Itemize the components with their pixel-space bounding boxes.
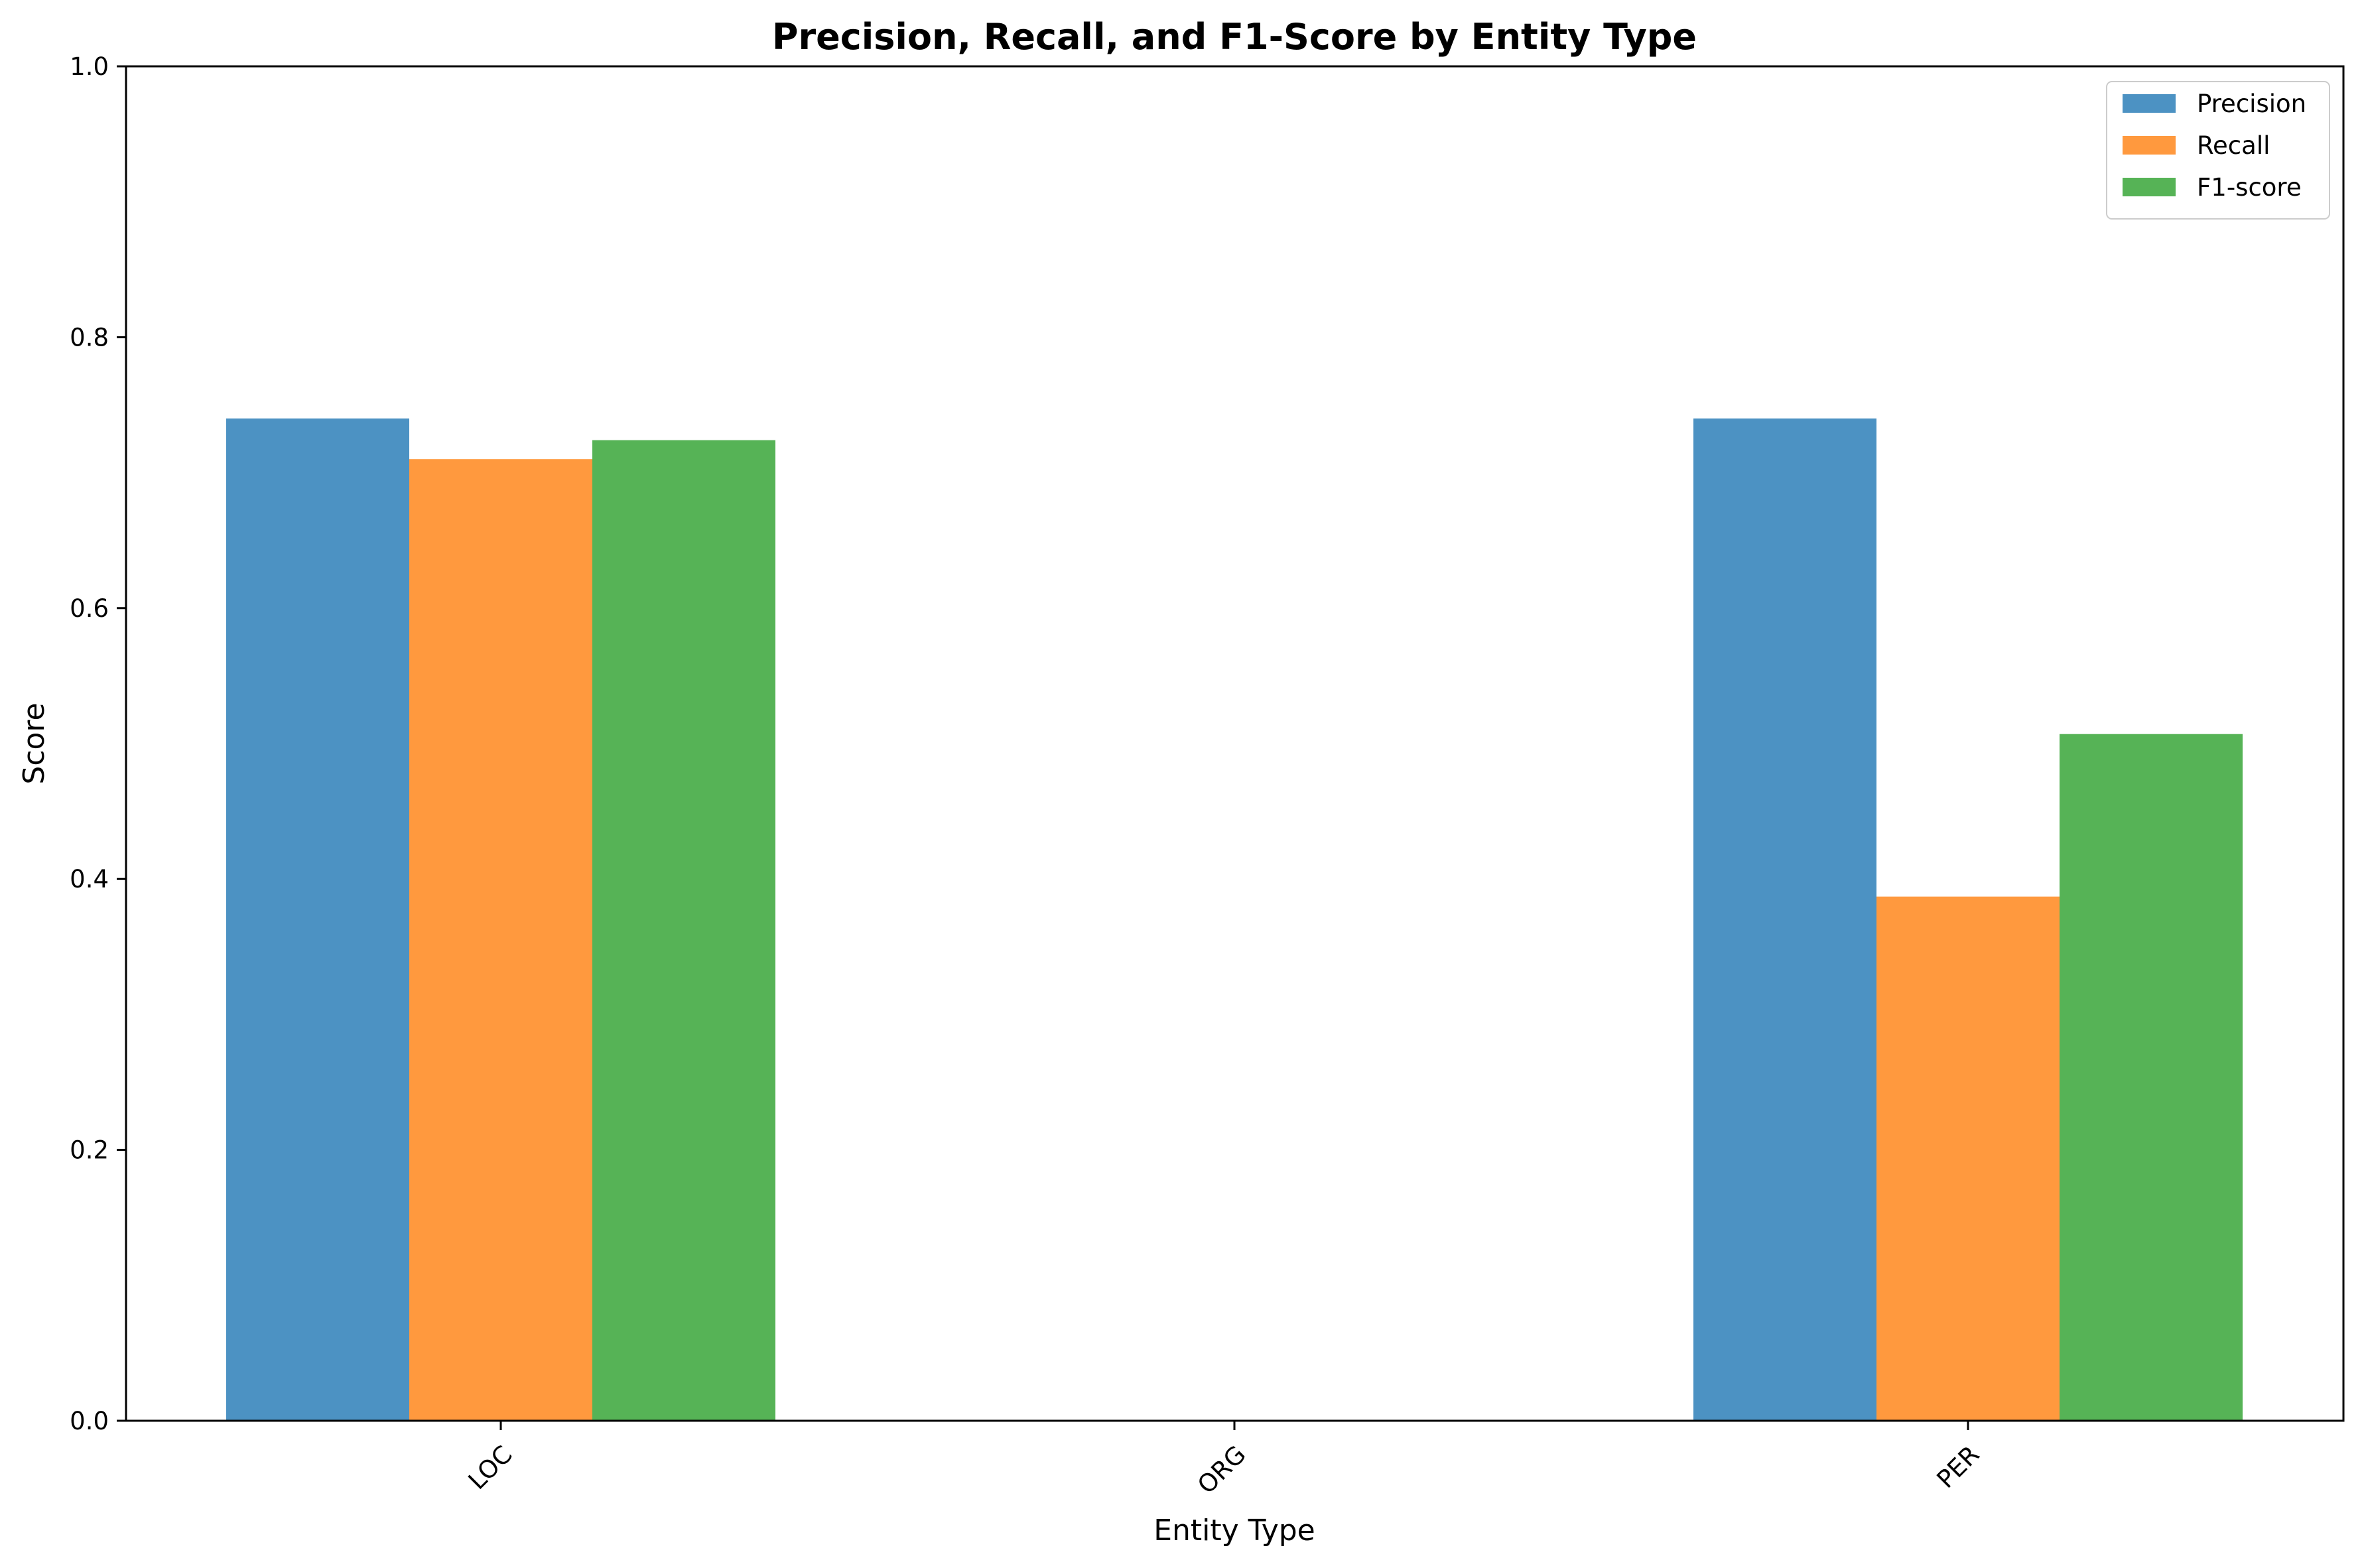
bar-precision-per bbox=[1693, 418, 1876, 1421]
bar-f1-score-per bbox=[2060, 734, 2243, 1421]
bars-group bbox=[226, 418, 2243, 1421]
y-tick-label: 0.8 bbox=[70, 323, 109, 352]
legend-swatch-f1-score bbox=[2123, 178, 2176, 196]
chart-title: Precision, Recall, and F1-Score by Entit… bbox=[772, 16, 1697, 58]
x-axis-label: Entity Type bbox=[1153, 1514, 1315, 1547]
bar-recall-loc bbox=[409, 459, 592, 1421]
bar-recall-per bbox=[1876, 896, 2060, 1421]
y-tick-label: 0.4 bbox=[70, 865, 109, 893]
legend-label: F1-score bbox=[2197, 173, 2302, 202]
y-tick-label: 0.2 bbox=[70, 1136, 109, 1165]
bar-f1-score-loc bbox=[592, 440, 775, 1421]
y-tick-label: 0.0 bbox=[70, 1407, 109, 1435]
y-tick-label: 1.0 bbox=[70, 52, 109, 81]
y-axis: 0.0 0.2 0.4 0.6 0.8 1.0 bbox=[70, 52, 126, 1435]
legend-swatch-recall bbox=[2123, 136, 2176, 155]
legend-label: Recall bbox=[2197, 131, 2270, 160]
legend-label: Precision bbox=[2197, 90, 2306, 118]
legend-swatch-precision bbox=[2123, 94, 2176, 113]
legend: Precision Recall F1-score bbox=[2106, 81, 2330, 220]
y-tick-label: 0.6 bbox=[70, 594, 109, 623]
bar-precision-loc bbox=[226, 418, 409, 1421]
y-axis-label: Score bbox=[17, 702, 51, 784]
